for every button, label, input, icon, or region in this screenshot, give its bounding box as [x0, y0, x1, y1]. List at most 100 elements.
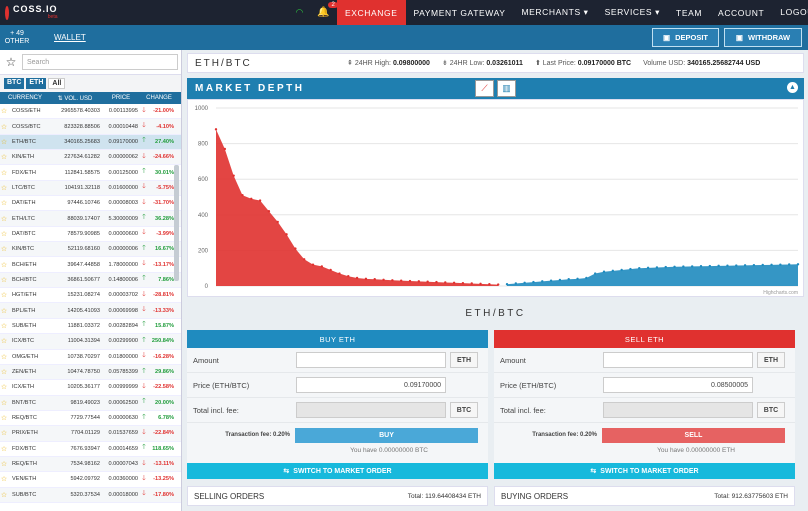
nav-payment-gateway[interactable]: PAYMENT GATEWAY — [413, 7, 506, 18]
favorite-star-icon[interactable]: ☆ — [0, 430, 8, 438]
depth-point[interactable] — [690, 265, 694, 268]
depth-point[interactable] — [505, 283, 509, 286]
favorite-star-icon[interactable]: ☆ — [0, 384, 8, 392]
depth-point[interactable] — [664, 265, 667, 269]
depth-point[interactable] — [638, 267, 641, 270]
depth-point[interactable] — [320, 265, 324, 268]
market-row[interactable]: ☆ SUB/BTC 5320.37534 0.00018000 🡓 -17.80… — [0, 487, 181, 503]
depth-point[interactable] — [355, 276, 359, 280]
depth-point[interactable] — [761, 263, 764, 267]
depth-point[interactable] — [452, 281, 456, 284]
depth-point[interactable] — [232, 174, 235, 177]
market-row[interactable]: ☆ DAT/ETH 97446.10746 0.00008003 🡓 -31.7… — [0, 196, 181, 212]
col-price[interactable]: PRICE — [111, 95, 131, 101]
market-row[interactable]: ☆ BCH/ETH 39647.44858 1.78000000 🡓 -13.1… — [0, 257, 181, 273]
depth-point[interactable] — [585, 276, 588, 280]
favorite-star-icon[interactable]: ☆ — [0, 261, 8, 269]
depth-point[interactable] — [743, 264, 747, 267]
depth-point[interactable] — [593, 272, 597, 275]
depth-point[interactable] — [717, 264, 720, 268]
market-row[interactable]: ☆ KIN/ETH 227634.61282 0.00000062 🡓 -24.… — [0, 150, 181, 166]
favorite-star-icon[interactable]: ☆ — [0, 369, 8, 377]
favorite-star-icon[interactable]: ☆ — [0, 476, 8, 484]
favorite-star-icon[interactable]: ☆ — [0, 215, 8, 223]
depth-point[interactable] — [258, 199, 262, 202]
depth-point[interactable] — [532, 280, 535, 284]
sell-price-input[interactable]: 0.08500005 — [603, 377, 753, 393]
depth-point[interactable] — [796, 263, 800, 266]
favorite-star-icon[interactable]: ☆ — [0, 276, 8, 284]
collapse-icon[interactable]: ▲ — [787, 82, 798, 93]
favorite-star-icon[interactable]: ☆ — [0, 246, 8, 254]
depth-point[interactable] — [558, 278, 562, 282]
market-row[interactable]: ☆ BPL/ETH 14205.41093 0.00069998 🡓 -13.3… — [0, 303, 181, 319]
depth-point[interactable] — [435, 280, 438, 284]
nav-services[interactable]: SERVICES ▾ — [604, 7, 661, 17]
nav-team[interactable]: TEAM — [676, 7, 703, 18]
depth-point[interactable] — [629, 267, 632, 271]
withdraw-button[interactable]: ▣ WITHDRAW — [724, 28, 802, 47]
depth-point[interactable] — [602, 270, 606, 273]
depth-point[interactable] — [470, 282, 473, 285]
depth-point[interactable] — [338, 272, 341, 275]
depth-point[interactable] — [294, 247, 297, 250]
buy-amount-input[interactable] — [296, 352, 446, 368]
favorite-star-icon[interactable]: ☆ — [0, 154, 8, 162]
depth-point[interactable] — [735, 264, 738, 267]
favorite-star-icon[interactable]: ☆ — [0, 169, 8, 177]
favorite-star-icon[interactable]: ☆ — [0, 338, 8, 346]
depth-point[interactable] — [646, 266, 650, 270]
depth-point[interactable] — [779, 263, 782, 266]
depth-point[interactable] — [514, 282, 518, 285]
favorite-star-icon[interactable]: ☆ — [0, 307, 8, 315]
market-row[interactable]: ☆ DAT/BTC 78579.90985 0.00000600 🡓 -3.99… — [0, 227, 181, 243]
depth-point[interactable] — [787, 263, 791, 266]
depth-point[interactable] — [549, 279, 553, 282]
depth-point[interactable] — [302, 258, 306, 261]
depth-point[interactable] — [488, 283, 491, 286]
depth-point[interactable] — [682, 265, 685, 268]
depth-point[interactable] — [770, 263, 773, 267]
depth-point[interactable] — [399, 279, 403, 282]
depth-point[interactable] — [329, 268, 332, 272]
wallet-link[interactable]: WALLET — [54, 33, 86, 42]
favorite-star-icon[interactable]: ☆ — [0, 138, 8, 146]
favorite-star-icon[interactable]: ☆ — [0, 415, 8, 423]
buy-switch-market-button[interactable]: ⇆ SWITCH TO MARKET ORDER — [187, 463, 488, 479]
market-row[interactable]: ☆ OMG/ETH 10738.70297 0.01800000 🡓 -16.2… — [0, 350, 181, 365]
bar-chart-toggle-icon[interactable]: ▥ — [497, 80, 516, 97]
col-volume[interactable]: ⇅ VOL. USD — [57, 95, 93, 102]
depth-point[interactable] — [214, 128, 218, 131]
sidebar-scrollbar[interactable] — [174, 165, 179, 281]
deposit-button[interactable]: ▣ DEPOSIT — [652, 28, 719, 47]
search-input[interactable]: Search — [22, 54, 178, 70]
favorite-star-icon[interactable]: ☆ — [0, 353, 8, 361]
line-chart-toggle-icon[interactable]: ⟋ — [475, 80, 494, 97]
market-row[interactable]: ☆ REQ/ETH 7534.98162 0.00007043 🡓 -13.11… — [0, 456, 181, 473]
market-row[interactable]: ☆ LTC/BTC 104191.32118 0.01600000 🡓 -5.7… — [0, 180, 181, 197]
depth-point[interactable] — [708, 264, 712, 268]
depth-point[interactable] — [752, 263, 756, 267]
depth-point[interactable] — [673, 265, 676, 268]
buy-button[interactable]: BUY — [295, 427, 478, 443]
depth-point[interactable] — [444, 281, 447, 284]
nav-merchants[interactable]: MERCHANTS ▾ — [521, 7, 589, 17]
depth-point[interactable] — [241, 194, 244, 197]
market-row[interactable]: ☆ SUB/ETH 11881.03372 0.00282894 🡑 15.87… — [0, 319, 181, 335]
depth-point[interactable] — [479, 282, 482, 286]
market-row[interactable]: ☆ KIN/BTC 52119.68160 0.00000006 🡑 16.67… — [0, 242, 181, 258]
market-row[interactable]: ☆ PRIX/ETH 7704.01129 0.01537659 🡓 -22.8… — [0, 426, 181, 442]
nav-exchange[interactable]: EXCHANGE — [337, 0, 406, 25]
depth-point[interactable] — [611, 269, 615, 273]
depth-point[interactable] — [620, 268, 623, 272]
favorite-star-icon[interactable]: ☆ — [0, 123, 8, 131]
market-row[interactable]: ☆ VEN/ETH 5942.09792 0.00360000 🡓 -13.25… — [0, 472, 181, 488]
depth-point[interactable] — [311, 263, 315, 266]
depth-point[interactable] — [347, 275, 350, 278]
depth-point[interactable] — [382, 278, 385, 281]
depth-point[interactable] — [408, 279, 412, 283]
depth-point[interactable] — [391, 279, 394, 282]
market-row[interactable]: ☆ HGT/ETH 15231.08274 0.00003702 🡓 -28.8… — [0, 288, 181, 304]
market-row[interactable]: ☆ ZEN/ETH 10474.78750 0.05785399 🡑 29.86… — [0, 364, 181, 381]
favorite-star-icon[interactable]: ☆ — [0, 399, 8, 407]
